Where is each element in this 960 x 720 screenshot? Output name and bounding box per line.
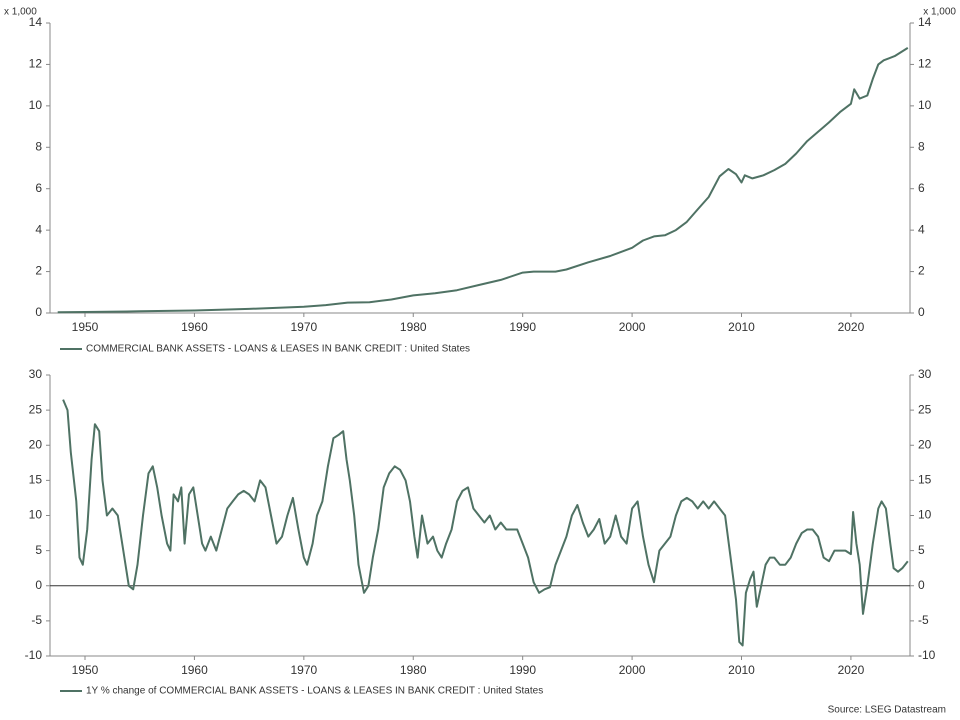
y-tick-label: -5 [918, 613, 929, 627]
y-tick-label: -10 [918, 648, 936, 662]
y-tick-label: 8 [918, 139, 925, 153]
source-note: Source: LSEG Datastream [828, 705, 946, 716]
x-tick-label: 2000 [619, 320, 646, 334]
y-tick-label: 25 [29, 402, 43, 416]
y-tick-label: 4 [35, 222, 42, 236]
legend-label: COMMERCIAL BANK ASSETS - LOANS & LEASES … [86, 344, 470, 355]
x-tick-label: 1980 [400, 320, 427, 334]
y-tick-label: 15 [918, 473, 932, 487]
y-tick-label: 8 [35, 139, 42, 153]
y-tick-label: 12 [918, 57, 932, 71]
x-tick-label: 1960 [181, 663, 208, 677]
x-tick-label: 2010 [728, 663, 755, 677]
data-line [57, 47, 909, 314]
y-unit-label: x 1,000 [923, 7, 956, 18]
y-tick-label: 15 [29, 473, 43, 487]
x-tick-label: 1990 [509, 663, 536, 677]
x-tick-label: 1950 [72, 320, 99, 334]
x-tick-label: 1970 [290, 663, 317, 677]
y-tick-label: 0 [918, 578, 925, 592]
y-tick-label: 6 [35, 181, 42, 195]
x-tick-label: 1960 [181, 320, 208, 334]
y-tick-label: 12 [29, 57, 43, 71]
y-tick-label: 4 [918, 222, 925, 236]
x-tick-label: 2020 [838, 320, 865, 334]
y-tick-label: 20 [29, 437, 43, 451]
x-tick-label: 2010 [728, 320, 755, 334]
y-tick-label: 20 [918, 437, 932, 451]
y-tick-label: 14 [918, 15, 932, 29]
y-tick-label: 0 [35, 305, 42, 319]
x-tick-label: 1980 [400, 663, 427, 677]
x-tick-label: 1970 [290, 320, 317, 334]
y-tick-label: 2 [35, 264, 42, 278]
y-tick-label: 5 [35, 543, 42, 557]
y-tick-label: 10 [918, 508, 932, 522]
y-tick-label: 5 [918, 543, 925, 557]
y-tick-label: -5 [31, 613, 42, 627]
y-tick-label: 2 [918, 264, 925, 278]
y-tick-label: 10 [918, 98, 932, 112]
y-tick-label: 14 [29, 15, 43, 29]
y-tick-label: 6 [918, 181, 925, 195]
y-tick-label: 30 [29, 367, 43, 381]
x-tick-label: 1950 [72, 663, 99, 677]
x-tick-label: 1990 [509, 320, 536, 334]
y-tick-label: 25 [918, 402, 932, 416]
data-line [62, 399, 909, 647]
y-tick-label: 0 [918, 305, 925, 319]
legend-label: 1Y % change of COMMERCIAL BANK ASSETS - … [86, 686, 543, 697]
y-tick-label: 0 [35, 578, 42, 592]
x-tick-label: 2000 [619, 663, 646, 677]
x-tick-label: 2020 [838, 663, 865, 677]
y-tick-label: 10 [29, 98, 43, 112]
y-unit-label: x 1,000 [4, 7, 37, 18]
y-tick-label: 10 [29, 508, 43, 522]
y-tick-label: -10 [25, 648, 43, 662]
y-tick-label: 30 [918, 367, 932, 381]
